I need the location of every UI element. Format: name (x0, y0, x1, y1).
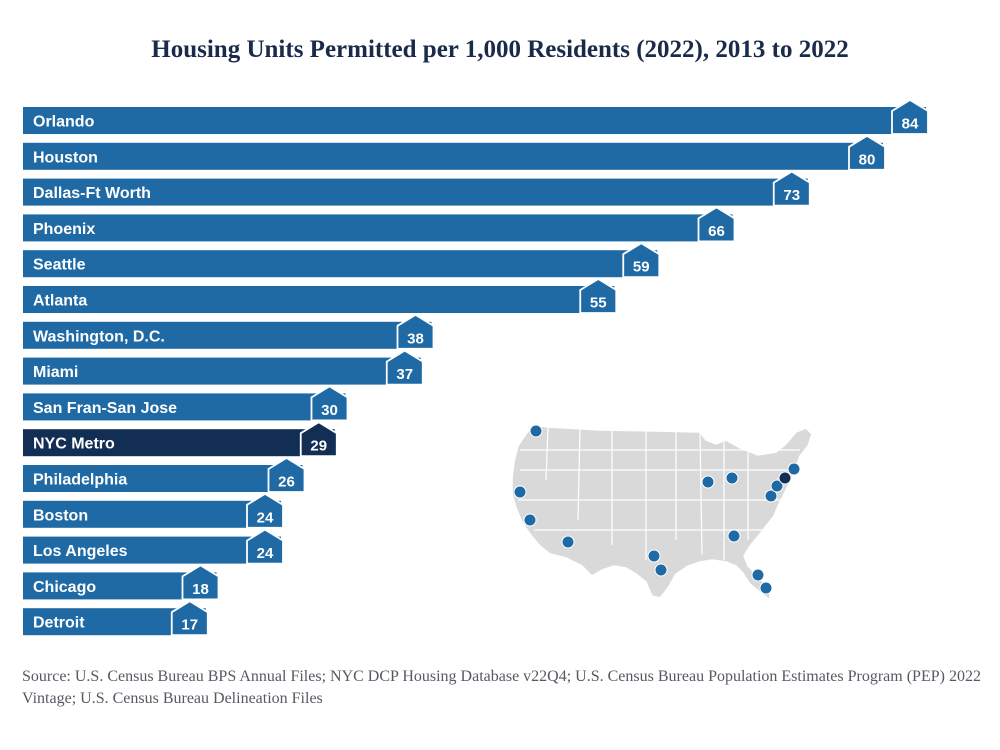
bar-group-los-angeles: Los Angeles 24 (23, 528, 284, 565)
bar-orlando (23, 107, 926, 134)
bar-group-nyc-metro: NYC Metro 29 (23, 421, 338, 458)
category-label: Chicago (33, 579, 96, 596)
category-label: Los Angeles (33, 543, 128, 560)
bar-dallas-ft-worth (23, 178, 808, 206)
category-label: Seattle (33, 257, 86, 274)
bar-group-san-fran-san-jose: San Fran-San Jose 30 (23, 385, 349, 422)
value-label: 24 (257, 545, 274, 562)
bar-group-washington-d-c: Washington, D.C. 38 (23, 313, 435, 350)
category-label: NYC Metro (33, 436, 115, 453)
bar-group-houston: Houston 80 (23, 134, 886, 171)
map-dot-miami (759, 581, 773, 595)
bar-san-fran-san-jose (23, 393, 346, 421)
category-label: Philadelphia (33, 472, 127, 489)
map-dot-washington-d-c (764, 489, 778, 503)
map-dot-dallas-ft-worth (647, 549, 661, 563)
value-label: 37 (396, 366, 413, 383)
bar-group-orlando: Orlando 84 (23, 98, 929, 135)
value-label: 17 (181, 617, 198, 634)
map-dot-seattle (529, 424, 543, 438)
category-label: Miami (33, 364, 78, 381)
chart-title: Housing Units Permitted per 1,000 Reside… (151, 36, 849, 63)
value-label: 73 (783, 187, 800, 204)
bar-group-miami: Miami 37 (23, 349, 424, 386)
house-icon (299, 421, 338, 458)
us-map-land (511, 424, 813, 602)
house-icon (310, 385, 349, 422)
map-dot-phoenix (561, 535, 575, 549)
house-icon (170, 600, 209, 637)
value-label: 80 (859, 151, 876, 168)
bar-nyc-metro (23, 429, 335, 457)
value-label: 84 (902, 116, 919, 133)
category-label: Detroit (33, 615, 85, 632)
map-dot-chicago (701, 475, 715, 489)
bar-seattle (23, 250, 658, 278)
value-label: 29 (310, 438, 327, 455)
source-note: Source: U.S. Census Bureau BPS Annual Fi… (22, 668, 981, 707)
map-dot-houston (654, 563, 668, 577)
bar-philadelphia (23, 465, 303, 492)
value-label: 38 (407, 330, 424, 347)
house-icon (246, 492, 284, 529)
us-map-icon (511, 424, 813, 602)
bar-phoenix (23, 214, 733, 242)
house-icon (385, 349, 424, 386)
house-icon (772, 170, 811, 207)
bar-group-dallas-ft-worth: Dallas-Ft Worth 73 (23, 170, 811, 207)
value-label: 30 (321, 402, 338, 419)
value-label: 55 (590, 295, 607, 312)
bar-group-chicago: Chicago 18 (23, 564, 220, 601)
map-dot-philadelphia (770, 479, 784, 493)
house-icon (267, 456, 306, 493)
bar-boston (23, 500, 281, 528)
bar-miami (23, 357, 421, 385)
map-dot-orlando (751, 568, 765, 582)
category-label: Washington, D.C. (33, 328, 165, 345)
bar-chart: Orlando 84 Houston 80 Dallas-Ft Worth 73 Phoen… (23, 98, 929, 637)
bar-atlanta (23, 286, 615, 313)
map-dot-san-fran-san-jose (513, 485, 527, 499)
bar-washington-d-c (23, 321, 432, 349)
value-label: 66 (708, 223, 725, 240)
house-icon (181, 564, 220, 601)
category-label: Atlanta (33, 293, 87, 310)
house-icon (891, 98, 929, 135)
bar-houston (23, 142, 883, 170)
value-label: 26 (278, 474, 295, 491)
house-icon (697, 206, 736, 243)
map-dot-detroit (725, 471, 739, 485)
map-dot-atlanta (727, 529, 741, 543)
bar-group-phoenix: Phoenix 66 (23, 206, 736, 243)
house-icon (579, 277, 618, 314)
state-borders (518, 426, 800, 560)
value-label: 59 (633, 259, 650, 276)
category-label: Phoenix (33, 221, 95, 238)
map-dot-nyc-metro (778, 471, 792, 485)
bar-los-angeles (23, 536, 281, 564)
value-label: 24 (257, 509, 274, 526)
category-label: Boston (33, 507, 88, 524)
value-label: 18 (192, 581, 209, 598)
category-label: Orlando (33, 114, 95, 131)
category-label: San Fran-San Jose (33, 400, 177, 417)
map-dot-boston (787, 462, 801, 476)
bar-group-seattle: Seattle 59 (23, 242, 661, 279)
house-icon (622, 242, 661, 279)
category-label: Dallas-Ft Worth (33, 185, 151, 202)
bar-group-atlanta: Atlanta 55 (23, 277, 618, 314)
category-label: Houston (33, 149, 98, 166)
house-icon (396, 313, 435, 350)
map-dot-los-angeles (523, 513, 537, 527)
house-icon (246, 528, 284, 565)
bar-group-philadelphia: Philadelphia 26 (23, 456, 306, 493)
house-icon (848, 134, 886, 171)
bar-group-boston: Boston 24 (23, 492, 284, 529)
bar-group-detroit: Detroit 17 (23, 600, 209, 637)
